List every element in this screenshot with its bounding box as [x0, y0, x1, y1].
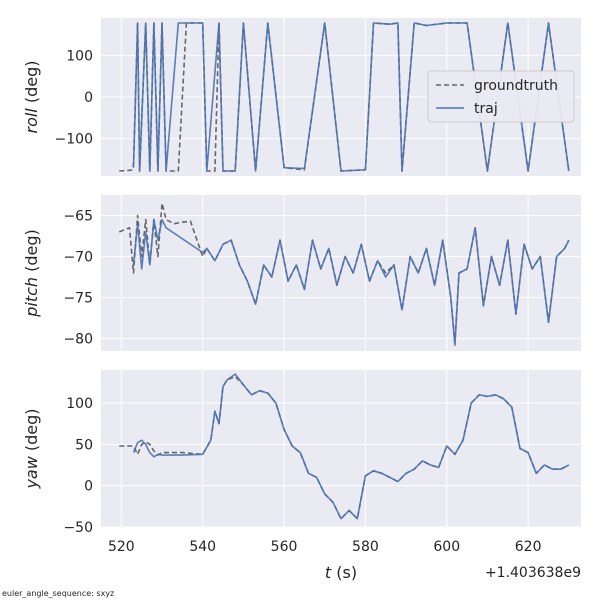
y-axis-label: roll (deg) [22, 61, 41, 134]
panel-roll: −100 0 100 roll (deg) groundtruth traj [22, 18, 581, 176]
y-tick-label: 100 [66, 396, 93, 412]
x-axis-label-symbol: t [325, 563, 332, 582]
panel-yaw: −50 0 50 100 yaw (deg) 520 540 560 580 600 620 t (s… [22, 370, 581, 582]
y-tick-label: −80 [63, 332, 93, 348]
legend-box [427, 70, 575, 123]
y-tick-label: −70 [63, 250, 93, 266]
y-tick-label: −65 [63, 209, 93, 225]
series-group [119, 373, 570, 520]
legend-label-groundtruth: groundtruth [474, 78, 558, 94]
y-tick-label: −75 [63, 291, 93, 307]
x-tick-label: 600 [433, 539, 460, 555]
legend: groundtruth traj [427, 70, 575, 123]
y-tick-label: 0 [84, 90, 93, 106]
panel-pitch: −80 −75 −70 −65 pitch (deg) [22, 195, 581, 351]
x-tick-label: 540 [189, 539, 216, 555]
series-traj [132, 22, 570, 172]
series-traj [132, 373, 570, 520]
series-traj [132, 218, 570, 347]
y-axis-label: pitch (deg) [22, 229, 41, 318]
x-axis-label-unit: (s) [331, 563, 357, 582]
y-axis-label-unit: (deg) [22, 229, 41, 277]
y-tick-label: 0 [84, 479, 93, 495]
footer-note: euler_angle_sequence: sxyz [2, 589, 114, 598]
y-tick-label: −50 [63, 520, 93, 536]
x-tick-label: 520 [108, 539, 135, 555]
y-axis-label-symbol: yaw [22, 455, 41, 489]
legend-label-traj: traj [474, 101, 498, 117]
y-axis-label-symbol: pitch [22, 277, 41, 318]
y-axis-label-unit: (deg) [22, 61, 41, 109]
y-axis-label-unit: (deg) [22, 408, 41, 456]
x-offset-text: +1.403638e9 [485, 565, 581, 581]
x-tick-label: 560 [271, 539, 298, 555]
plot-background [101, 370, 581, 527]
y-tick-label: −100 [55, 132, 93, 148]
x-tick-label: 620 [515, 539, 542, 555]
y-tick-label: 100 [66, 48, 93, 64]
y-axis-label: yaw (deg) [22, 408, 41, 489]
series-group [119, 22, 570, 172]
y-axis-label-symbol: roll [22, 108, 41, 134]
x-tick-label: 580 [352, 539, 379, 555]
y-tick-label: 50 [75, 437, 93, 453]
series-group [119, 202, 570, 347]
x-axis-label: t (s) [325, 563, 357, 582]
